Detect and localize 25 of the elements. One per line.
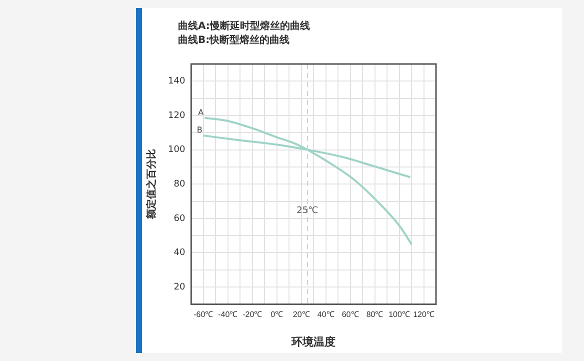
x-axis-title: 环境温度	[290, 335, 336, 348]
ref-line-label: 25℃	[296, 206, 318, 216]
x-tick-label: 20℃	[292, 310, 310, 320]
x-tick-label: -60℃	[194, 310, 214, 320]
y-tick-label: 100	[168, 145, 186, 156]
y-tick-label: 140	[168, 76, 186, 86]
y-tick-label: 80	[174, 179, 186, 190]
chart-title: 曲线A:慢断延时型熔丝的曲线	[178, 20, 310, 34]
y-axis-title: 额定值之百分比	[146, 149, 158, 220]
x-tick-label: 0℃	[270, 310, 284, 320]
x-tick-label: 120℃	[413, 310, 434, 320]
x-tick-label: 60℃	[342, 310, 359, 320]
series-label: B	[196, 126, 202, 135]
y-tick-label: 20	[174, 282, 186, 292]
series-label: A	[198, 108, 204, 117]
y-tick-label: 60	[174, 214, 186, 224]
y-tick-label: 120	[168, 110, 186, 121]
line-series	[204, 116, 413, 246]
chart-subtitle: 曲线B:快断型熔丝的曲线	[178, 34, 291, 48]
x-tick-label: -40℃	[218, 310, 238, 320]
x-tick-label: 100℃	[388, 310, 410, 320]
x-tick-label: 40℃	[317, 310, 334, 320]
x-tick-label: 80℃	[366, 310, 384, 320]
x-tick-label: -20℃	[242, 310, 262, 320]
y-tick-label: 40	[174, 248, 186, 258]
